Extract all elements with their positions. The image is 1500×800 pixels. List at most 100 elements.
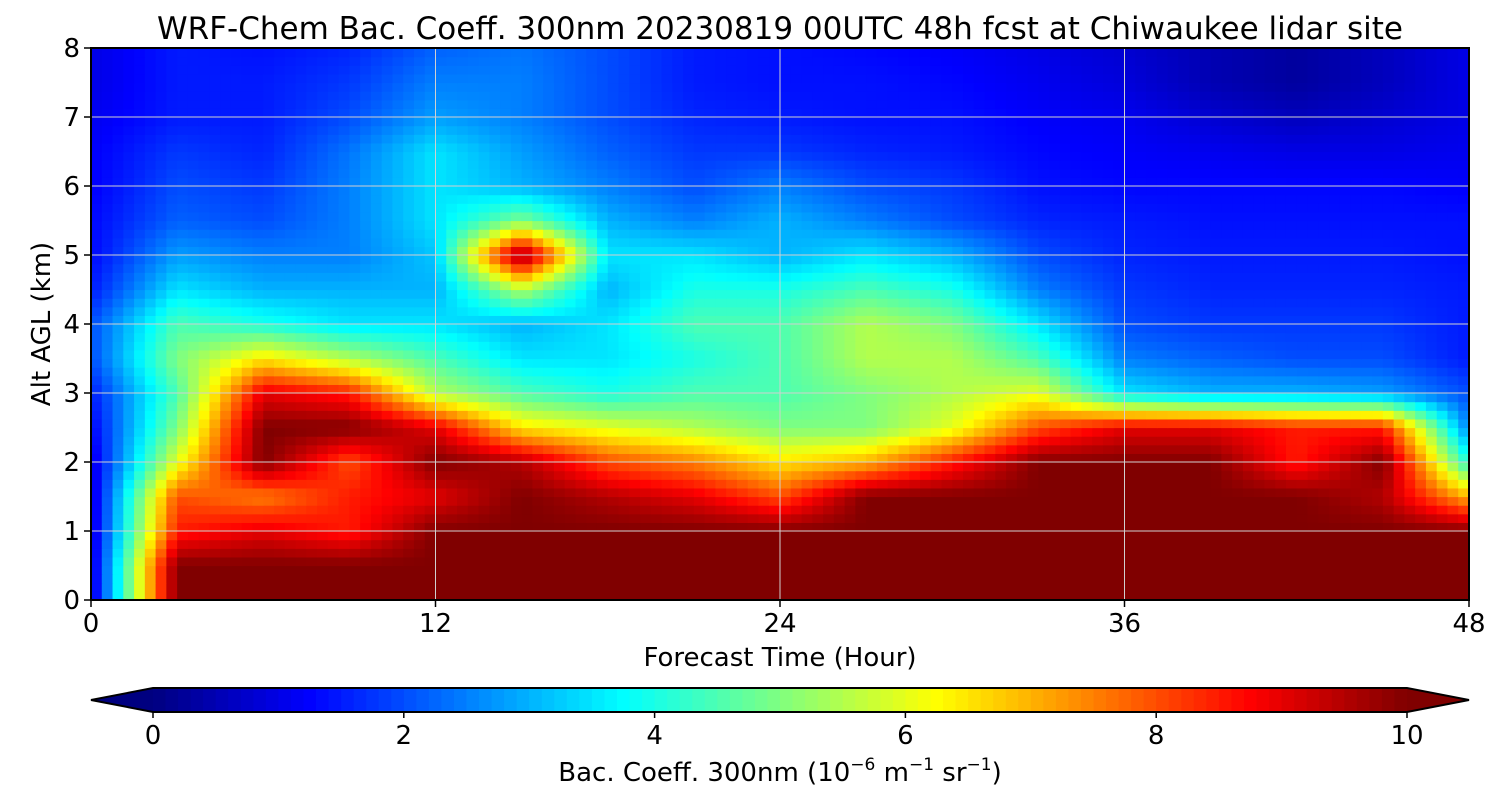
heatmap-cell bbox=[500, 574, 512, 584]
heatmap-cell bbox=[887, 289, 900, 299]
heatmap-cell bbox=[963, 263, 975, 273]
heatmap-cell bbox=[1264, 298, 1276, 308]
heatmap-cell bbox=[155, 462, 167, 472]
heatmap-cell bbox=[274, 315, 286, 325]
heatmap-cell bbox=[855, 453, 867, 463]
heatmap-cell bbox=[360, 444, 372, 454]
heatmap-cell bbox=[693, 582, 706, 592]
heatmap-cell bbox=[1146, 375, 1158, 385]
heatmap-cell bbox=[1092, 410, 1104, 420]
heatmap-cell bbox=[338, 263, 350, 273]
heatmap-cell bbox=[629, 556, 641, 567]
heatmap-cell bbox=[736, 548, 749, 558]
heatmap-cell bbox=[101, 410, 114, 420]
heatmap-cell bbox=[1361, 479, 1373, 489]
heatmap-cell bbox=[381, 470, 394, 480]
heatmap-cell bbox=[726, 444, 738, 454]
heatmap-cell bbox=[823, 384, 835, 394]
heatmap-cell bbox=[1016, 582, 1029, 592]
heatmap-cell bbox=[134, 324, 146, 334]
heatmap-cell bbox=[1264, 358, 1276, 368]
heatmap-cell bbox=[1232, 289, 1244, 299]
heatmap-cell bbox=[360, 453, 372, 463]
heatmap-cell bbox=[1285, 375, 1298, 385]
heatmap-cell bbox=[1415, 436, 1427, 446]
heatmap-cell bbox=[91, 263, 103, 273]
heatmap-cell bbox=[1081, 479, 1093, 489]
heatmap-cell bbox=[1016, 375, 1029, 385]
heatmap-cell bbox=[930, 306, 943, 316]
heatmap-cell bbox=[101, 349, 114, 360]
heatmap-cell bbox=[736, 410, 749, 420]
heatmap-cell bbox=[284, 462, 297, 472]
heatmap-cell bbox=[403, 565, 415, 575]
heatmap-cell bbox=[177, 349, 189, 360]
heatmap-cell bbox=[1156, 462, 1169, 472]
heatmap-cell bbox=[640, 384, 652, 394]
heatmap-cell bbox=[618, 367, 630, 377]
heatmap-cell bbox=[801, 531, 813, 541]
heatmap-cell bbox=[467, 574, 480, 584]
heatmap-cell bbox=[478, 444, 490, 454]
heatmap-cell bbox=[704, 341, 717, 351]
heatmap-cell bbox=[532, 574, 544, 584]
heatmap-cell bbox=[327, 582, 340, 592]
heatmap-cell bbox=[984, 306, 996, 316]
heatmap-cell bbox=[1232, 315, 1244, 325]
heatmap-cell bbox=[1167, 263, 1179, 273]
heatmap-cell bbox=[1006, 505, 1018, 515]
heatmap-cell bbox=[1027, 522, 1039, 532]
heatmap-cell bbox=[1232, 324, 1244, 334]
heatmap-cell bbox=[230, 487, 243, 498]
heatmap-cell bbox=[1425, 505, 1438, 515]
heatmap-cell bbox=[360, 513, 372, 523]
heatmap-cell bbox=[952, 349, 964, 360]
heatmap-cell bbox=[736, 375, 749, 385]
heatmap-cell bbox=[844, 298, 856, 308]
heatmap-cell bbox=[1006, 384, 1018, 394]
heatmap-cell bbox=[478, 470, 490, 480]
heatmap-cell bbox=[241, 401, 254, 411]
heatmap-cell bbox=[467, 453, 480, 463]
heatmap-cell bbox=[736, 444, 749, 454]
heatmap-cell bbox=[543, 574, 555, 584]
heatmap-cell bbox=[704, 324, 717, 334]
heatmap-cell bbox=[467, 487, 480, 498]
heatmap-cell bbox=[306, 513, 318, 523]
heatmap-cell bbox=[661, 548, 673, 558]
heatmap-cell bbox=[532, 298, 544, 308]
heatmap-cell bbox=[726, 375, 738, 385]
heatmap-cell bbox=[1404, 436, 1416, 446]
heatmap-cell bbox=[1092, 332, 1104, 342]
heatmap-cell bbox=[166, 289, 178, 299]
heatmap-cell bbox=[1372, 513, 1384, 523]
heatmap-cell bbox=[1027, 582, 1039, 592]
heatmap-cell bbox=[1329, 582, 1341, 592]
heatmap-cell bbox=[1038, 324, 1050, 334]
heatmap-cell bbox=[467, 315, 480, 325]
heatmap-cell bbox=[747, 462, 760, 472]
heatmap-cell bbox=[489, 522, 501, 532]
heatmap-cell bbox=[650, 574, 663, 584]
heatmap-cell bbox=[1275, 531, 1287, 541]
heatmap-cell bbox=[672, 272, 684, 282]
heatmap-cell bbox=[575, 324, 587, 334]
heatmap-cell bbox=[532, 349, 544, 360]
heatmap-cell bbox=[693, 341, 706, 351]
heatmap-cell bbox=[317, 556, 329, 567]
heatmap-cell bbox=[758, 436, 770, 446]
heatmap-cell bbox=[704, 418, 717, 429]
heatmap-cell bbox=[1210, 539, 1222, 549]
heatmap-cell bbox=[187, 556, 200, 567]
heatmap-cell bbox=[166, 324, 178, 334]
heatmap-cell bbox=[155, 522, 167, 532]
heatmap-cell bbox=[123, 418, 135, 429]
heatmap-cell bbox=[209, 462, 221, 472]
heatmap-cell bbox=[823, 393, 835, 403]
heatmap-cell bbox=[1350, 548, 1362, 558]
heatmap-cell bbox=[177, 306, 189, 316]
heatmap-cell bbox=[1016, 418, 1029, 429]
heatmap-cell bbox=[683, 436, 695, 446]
heatmap-cell bbox=[1189, 332, 1201, 342]
heatmap-cell bbox=[543, 349, 555, 360]
